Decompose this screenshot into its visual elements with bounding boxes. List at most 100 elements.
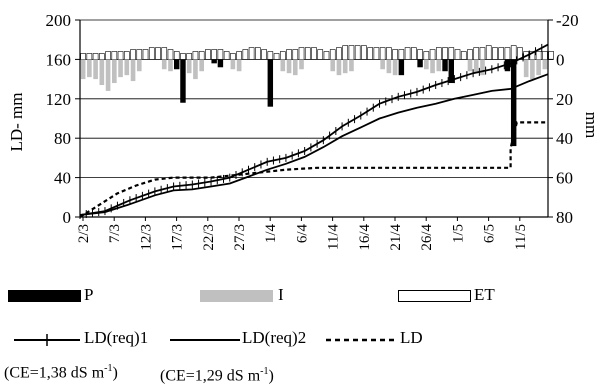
et-bar — [361, 45, 367, 60]
right-tick-label: -20 — [556, 11, 579, 30]
i-bar — [473, 59, 479, 74]
note-ldreq1-exp: -1 — [104, 363, 113, 374]
et-bar — [448, 47, 455, 60]
et-bar — [117, 51, 124, 60]
et-bar — [99, 53, 105, 60]
et-bar — [435, 47, 442, 60]
left-axis-label: LD- mm — [7, 92, 26, 151]
i-bar — [330, 59, 336, 72]
et-bar — [317, 49, 324, 60]
i-bar — [530, 59, 535, 80]
x-tick-label: 17/3 — [170, 224, 186, 251]
et-bar — [417, 49, 423, 60]
i-bar — [349, 59, 354, 72]
note-ldreq1: (CE=1,38 dS m-1) — [4, 363, 118, 382]
legend-swatch-i — [200, 290, 273, 302]
et-bar — [373, 47, 380, 60]
et-bar — [86, 53, 93, 60]
et-bar — [311, 47, 317, 60]
i-bar — [193, 59, 198, 80]
et-bar — [498, 47, 505, 60]
et-bar — [230, 53, 236, 60]
legend-swatch-ldreq1 — [14, 334, 80, 346]
et-bar — [148, 47, 155, 60]
p-bar — [417, 59, 423, 68]
et-bar — [161, 47, 168, 60]
x-tick-label: 7/3 — [107, 224, 123, 243]
et-bar — [386, 47, 392, 60]
et-bar — [186, 53, 193, 60]
p-bar — [448, 59, 454, 84]
et-bar — [442, 47, 448, 60]
left-tick-label: 0 — [63, 208, 72, 227]
right-tick-label: 80 — [556, 208, 573, 227]
i-bar — [186, 59, 192, 74]
left-tick-label: 40 — [54, 169, 71, 188]
et-bar — [155, 47, 161, 60]
x-tick-label: 11/4 — [326, 224, 342, 251]
i-bar — [467, 59, 473, 72]
et-bar — [323, 51, 330, 60]
et-bar — [354, 45, 361, 60]
i-bar — [380, 59, 385, 70]
et-bar — [198, 51, 205, 60]
i-bar — [80, 59, 86, 80]
x-tick-label: 12/3 — [138, 224, 154, 251]
x-tick-label: 27/3 — [232, 224, 248, 251]
et-bar — [205, 49, 211, 60]
et-bar — [286, 49, 292, 60]
i-bar — [87, 59, 92, 78]
i-bar — [168, 59, 173, 72]
i-bar — [130, 59, 136, 82]
et-bar — [473, 47, 480, 60]
et-bar — [492, 47, 498, 60]
et-bar — [292, 49, 299, 60]
et-bar — [261, 49, 267, 60]
et-bar — [367, 47, 373, 60]
legend-swatch-et — [398, 290, 471, 302]
x-tick-label: 16/4 — [357, 224, 373, 251]
et-bar — [504, 47, 511, 60]
et-bar — [217, 49, 224, 60]
left-tick-label: 160 — [46, 50, 72, 69]
right-tick-label: 40 — [556, 129, 573, 148]
ld-line — [79, 121, 548, 218]
i-bar — [480, 59, 485, 76]
i-bar — [199, 59, 204, 72]
x-tick-label: 26/4 — [419, 224, 435, 251]
left-tick-label: 200 — [46, 11, 72, 30]
et-bar — [123, 51, 130, 60]
p-bar — [267, 59, 274, 107]
et-bar — [342, 45, 349, 60]
i-bar — [136, 59, 142, 72]
legend-label-et: ET — [474, 285, 495, 304]
et-bar — [379, 47, 386, 60]
axes: 0 40 80 120 160 200 -20 0 20 40 60 80 2/3 7/3 12/3 17/3… — [46, 11, 579, 251]
et-bar — [167, 49, 174, 60]
et-bar — [404, 47, 411, 60]
i-bar — [93, 59, 98, 80]
et-bar — [136, 49, 143, 60]
right-tick-label: 20 — [556, 90, 573, 109]
left-tick-label: 120 — [46, 90, 72, 109]
left-tick-label: 80 — [54, 129, 71, 148]
et-bar — [485, 45, 492, 60]
i-bar — [336, 59, 342, 76]
i-bar — [236, 59, 242, 72]
note-ldreq1-text: (CE=1,38 dS m — [4, 364, 105, 382]
note-ldreq2: (CE=1,29 dS m-1) — [160, 366, 274, 385]
et-bar — [548, 51, 554, 60]
et-bar — [398, 49, 405, 60]
et-bar — [105, 51, 111, 60]
i-bar — [124, 59, 130, 76]
et-bar — [479, 47, 486, 60]
p-bar — [442, 59, 448, 72]
right-axis-label: mm — [582, 112, 598, 138]
et-bar — [423, 51, 430, 60]
et-bar — [273, 53, 280, 60]
p-bar — [174, 59, 180, 70]
et-bar — [236, 51, 242, 60]
et-bar — [336, 47, 342, 60]
x-tick-label: 6/4 — [294, 224, 310, 244]
note-ldreq2-text: (CE=1,29 dS m — [160, 367, 261, 385]
